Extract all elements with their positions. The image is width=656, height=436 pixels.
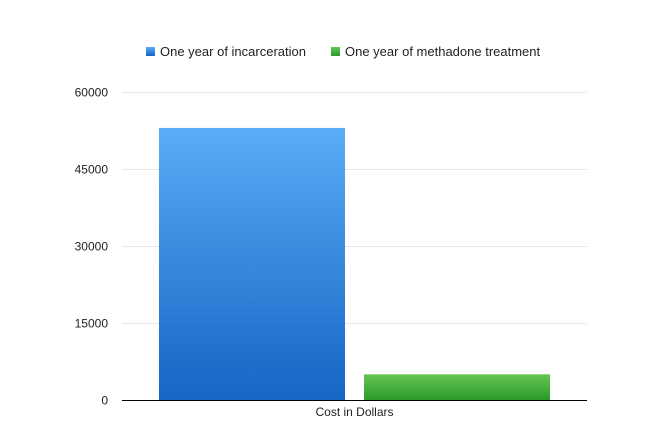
y-tick-label: 0: [101, 394, 108, 408]
x-category-label: Cost in Dollars: [315, 405, 393, 419]
y-tick-label: 60000: [75, 86, 109, 100]
y-axis: 0 15000 30000 45000 60000: [75, 86, 109, 408]
legend-swatch-1: [146, 47, 155, 56]
legend-label-1: One year of incarceration: [160, 44, 306, 59]
legend-label-2: One year of methadone treatment: [345, 44, 541, 59]
y-tick-label: 30000: [75, 240, 109, 254]
bar-1: [159, 127, 345, 400]
bars: [159, 127, 550, 400]
bar-2: [364, 374, 550, 400]
y-tick-label: 15000: [75, 317, 109, 331]
legend-swatch-2: [331, 47, 340, 56]
y-tick-label: 45000: [75, 163, 109, 177]
legend: One year of incarceration One year of met…: [146, 44, 541, 59]
x-axis: Cost in Dollars: [315, 405, 393, 419]
